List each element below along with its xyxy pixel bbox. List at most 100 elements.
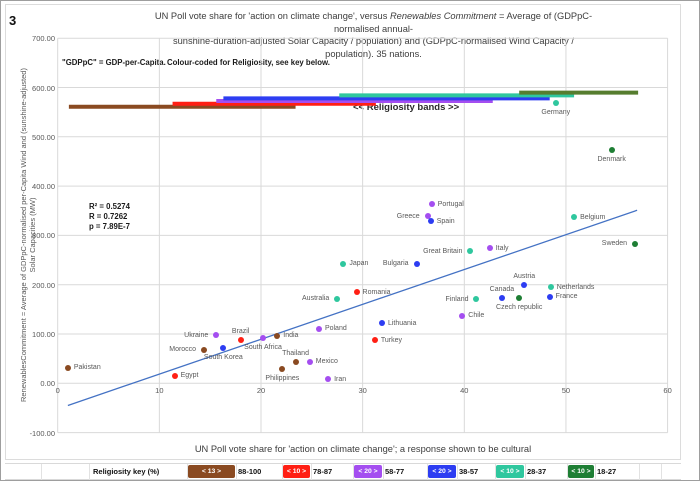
- point-sweden: [632, 240, 639, 247]
- key-cell-border: [639, 464, 640, 480]
- point-pakistan: [64, 364, 71, 371]
- point-label-spain: Spain: [436, 217, 455, 225]
- point-label-poland: Poland: [324, 325, 347, 333]
- point-great-britain: [467, 248, 474, 255]
- point-label-greece: Greece: [396, 212, 420, 220]
- point-label-brazil: Brazil: [231, 328, 250, 336]
- point-lithuania: [378, 320, 385, 327]
- point-label-iran: Iran: [334, 375, 347, 383]
- x-tick-label: 50: [561, 386, 571, 395]
- point-label-thailand: Thailand: [282, 349, 309, 357]
- key-swatch-18-27: < 10 >: [568, 465, 594, 478]
- point-portugal: [428, 201, 435, 208]
- point-label-turkey: Turkey: [380, 336, 402, 344]
- key-swatch-88-100: < 13 >: [188, 465, 235, 478]
- point-label-south-korea: South Korea: [203, 354, 243, 362]
- key-cell-border: [525, 464, 526, 480]
- chart-title-line2: sunshine-duration-adjusted Solar Capacit…: [172, 36, 574, 59]
- point-bulgaria: [413, 260, 420, 267]
- x-tick-label: 60: [663, 386, 672, 395]
- point-philippines: [279, 366, 286, 373]
- point-label-sweden: Sweden: [601, 240, 628, 248]
- point-label-lithuania: Lithuania: [387, 319, 417, 327]
- y-axis-title-line2: Solar Capacities (MW): [28, 197, 37, 273]
- key-cell-border: [236, 464, 237, 480]
- chart-title-text-2: = Average of (GDPpC-normalised annual-: [333, 11, 593, 34]
- religiosity-bands-annotation: << Religiosity bands >>: [353, 102, 460, 113]
- point-spain: [427, 218, 434, 225]
- key-range-78-87: 78-87: [313, 467, 333, 476]
- chart-title-text: UN Poll vote share for 'action on climat…: [154, 11, 390, 21]
- key-cell-border: [495, 464, 496, 480]
- chart-border: [5, 4, 681, 460]
- point-label-south-africa: South Africa: [244, 344, 282, 352]
- point-austria: [521, 282, 528, 289]
- point-poland: [315, 325, 322, 332]
- y-tick-label: 700.00: [32, 34, 55, 44]
- regression-stats: R² = 0.5274 R = 0.7262 p = 7.89E-7: [89, 202, 130, 232]
- key-cell-border: [187, 464, 188, 480]
- key-cell-border: [311, 464, 312, 480]
- x-tick-label: 30: [358, 386, 367, 395]
- key-cell-border: [427, 464, 428, 480]
- key-cell-border: [567, 464, 568, 480]
- x-tick-label: 10: [155, 386, 164, 395]
- point-egypt: [171, 372, 178, 379]
- stat-r: R = 0.7262: [89, 212, 128, 221]
- point-label-morocco: Morocco: [169, 346, 197, 354]
- key-cell-border: [595, 464, 596, 480]
- point-label-austria: Austria: [513, 273, 536, 281]
- point-label-belgium: Belgium: [580, 213, 606, 221]
- point-label-netherlands: Netherlands: [556, 283, 595, 291]
- point-greece: [424, 213, 431, 220]
- x-axis-title: UN Poll vote share for 'action on climat…: [194, 444, 532, 454]
- stat-r-squared: R² = 0.5274: [89, 202, 130, 211]
- point-label-great-britain: Great Britain: [423, 247, 463, 255]
- point-label-egypt: Egypt: [180, 372, 199, 380]
- point-label-bulgaria: Bulgaria: [382, 260, 409, 268]
- stat-p-value: p = 7.89E-7: [89, 222, 130, 231]
- point-italy: [486, 245, 493, 252]
- key-range-18-27: 18-27: [597, 467, 617, 476]
- key-swatch-38-57: < 20 >: [428, 465, 456, 478]
- note-colour-coding: Colour-coded for Religiosity, see key be…: [167, 58, 330, 67]
- note-gdppc: "GDPpC" = GDP-per-Capita.: [62, 58, 166, 67]
- point-turkey: [371, 337, 378, 344]
- point-label-canada: Canada: [489, 285, 515, 293]
- point-label-portugal: Portugal: [437, 200, 464, 208]
- y-tick-label: 500.00: [32, 132, 55, 142]
- point-label-mexico: Mexico: [315, 358, 338, 366]
- religiosity-key-label: Religiosity key (%): [93, 467, 160, 476]
- key-cell-border: [353, 464, 354, 480]
- point-label-philippines: Philippines: [265, 375, 300, 383]
- key-cell-border: [457, 464, 458, 480]
- point-ukraine: [213, 332, 220, 339]
- point-canada: [498, 294, 505, 301]
- y-axis-title: RenewablesCommitment = Average of GDPpC-…: [19, 35, 37, 435]
- x-tick-label: 20: [256, 386, 266, 395]
- point-finland: [473, 296, 480, 303]
- point-belgium: [571, 214, 578, 221]
- y-tick-label: 300.00: [32, 231, 55, 241]
- y-axis-title-line1: RenewablesCommitment = Average of GDPpC-…: [19, 68, 28, 402]
- point-south-africa: [260, 335, 267, 342]
- key-swatch-78-87: < 10 >: [283, 465, 310, 478]
- point-chile: [459, 312, 466, 319]
- y-tick-label: 600.00: [32, 83, 55, 93]
- point-label-ukraine: Ukraine: [184, 331, 209, 339]
- y-tick-label: 400.00: [32, 182, 55, 192]
- key-range-28-37: 28-37: [527, 467, 547, 476]
- x-tick-label: 0: [55, 386, 60, 395]
- point-morocco: [201, 346, 208, 353]
- key-cell-border: [282, 464, 283, 480]
- point-label-india: India: [283, 332, 299, 340]
- y-tick-label: 100.00: [32, 330, 55, 339]
- point-romania: [353, 289, 360, 296]
- point-label-finland: Finland: [445, 295, 469, 303]
- y-tick-label: 200.00: [32, 280, 55, 290]
- point-france: [546, 293, 553, 300]
- chart-title: UN Poll vote share for 'action on climat…: [151, 10, 596, 60]
- trendline: [67, 209, 638, 407]
- point-brazil: [237, 337, 244, 344]
- point-iran: [325, 376, 332, 383]
